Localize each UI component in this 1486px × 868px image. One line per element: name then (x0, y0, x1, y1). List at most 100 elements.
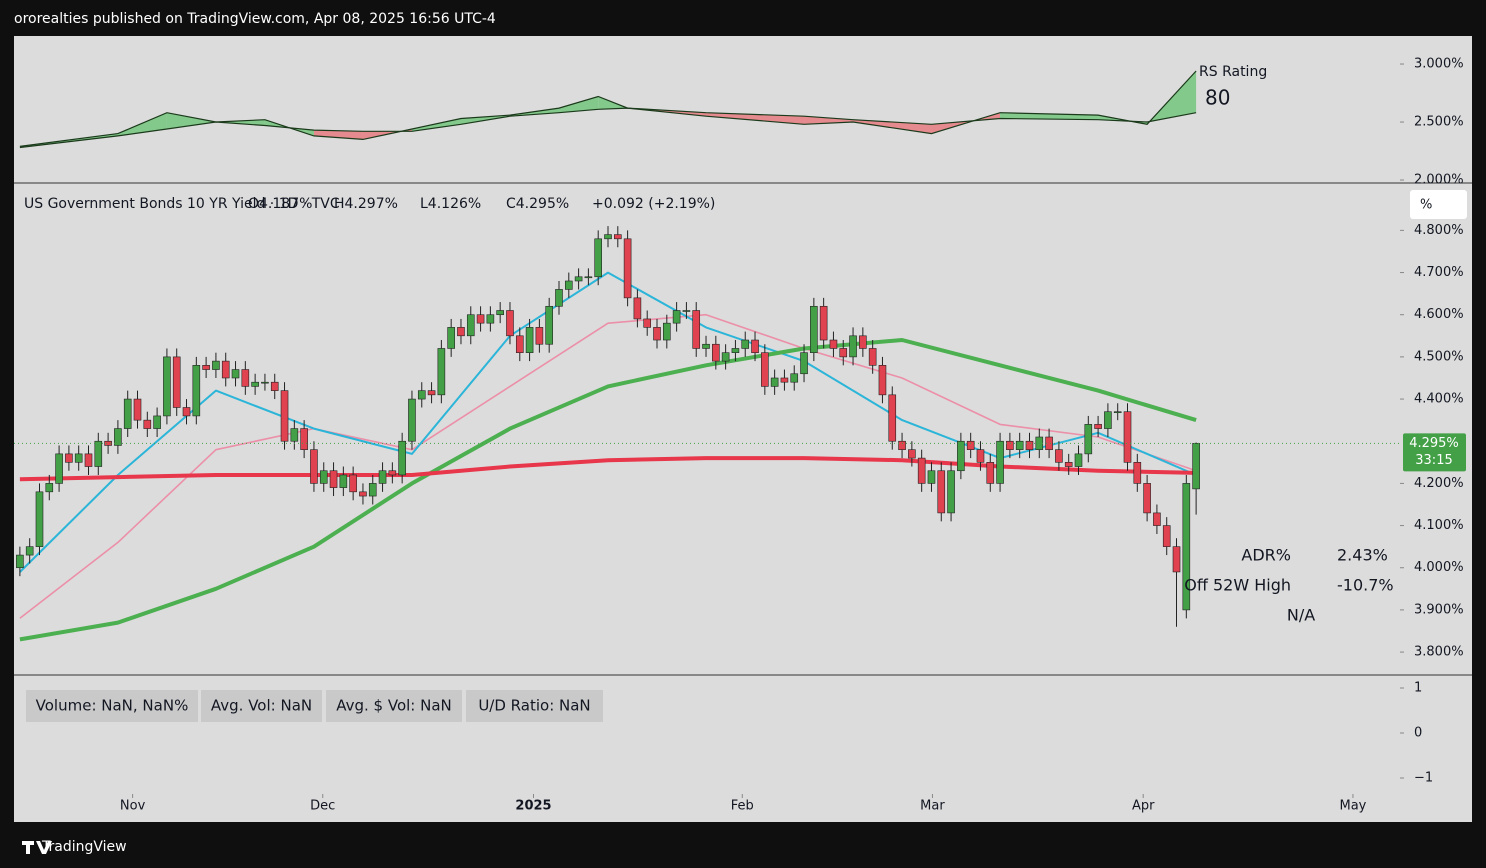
moving-average (19, 313, 1197, 619)
candle-body (398, 440, 406, 476)
candle-body (770, 377, 779, 387)
candle-body (584, 276, 593, 279)
candle-body (800, 352, 808, 375)
candle-body (123, 398, 132, 429)
candle-body (702, 343, 710, 349)
x-tick-label: Feb (731, 799, 754, 814)
ohlc-value: +0.092 (+2.19%) (592, 196, 715, 212)
y-tick-label: 4.400% (1414, 392, 1464, 407)
unit-box[interactable] (1410, 190, 1467, 219)
candle-body (908, 449, 916, 459)
y-tick-label: −1 (1414, 770, 1433, 785)
volume-info-box (326, 690, 462, 722)
candle-body (506, 310, 514, 337)
candle-body (1055, 449, 1063, 463)
rs-fill (166, 112, 216, 129)
unit-label: % (1420, 198, 1432, 213)
x-tick-label: Dec (310, 799, 335, 814)
candle-body (829, 339, 838, 349)
y-tick-label: 0 (1414, 726, 1422, 741)
candle-body (466, 314, 475, 337)
volume-info-box (466, 690, 603, 722)
candle-body (721, 352, 730, 362)
candle-body (859, 335, 867, 349)
candle-body (1094, 424, 1102, 429)
candle-body (594, 238, 602, 278)
volume-info-box (201, 690, 322, 722)
volume-pane: 1 0 −1 Volume: NaN, NaN% Avg. Vol: NaN Avg. $… (26, 681, 1433, 814)
y-tick-label: 2.500% (1414, 115, 1464, 130)
candle-body (761, 352, 769, 387)
candle-body (437, 348, 446, 396)
candle-body (986, 462, 995, 484)
ohlc-value: L4.126% (420, 196, 481, 212)
x-tick-label: 2025 (515, 799, 551, 814)
candle-body (1153, 512, 1161, 526)
candle-body (1133, 462, 1142, 484)
y-tick-label: 4.100% (1414, 518, 1464, 533)
candle-body (486, 314, 495, 324)
candle-body (663, 322, 671, 341)
candle-body (633, 297, 642, 320)
candle-body (1104, 411, 1112, 429)
candle-body (957, 440, 965, 472)
ohlc-value: H4.297% (334, 196, 398, 212)
candle-body (270, 381, 279, 391)
candle-body (1172, 546, 1181, 573)
candle-body (359, 491, 367, 497)
candle-body (672, 310, 681, 324)
logo (22, 841, 52, 854)
candle-body (525, 327, 534, 353)
candle-body (182, 407, 191, 417)
candle-body (104, 440, 112, 446)
candle-body (16, 554, 24, 569)
candle-body (849, 335, 857, 358)
candle-body (515, 335, 524, 353)
chart-title: US Government Bonds 10 YR Yield · 1D · T… (24, 196, 340, 212)
countdown: 33:15 (1415, 453, 1452, 468)
candle-body (74, 453, 83, 463)
x-tick-label: Mar (920, 799, 945, 814)
candle-body (427, 390, 436, 396)
candle-body (290, 428, 299, 442)
last-price-label: 4.295% (1409, 436, 1459, 451)
rs-fill (1000, 112, 1099, 120)
stat-value: 2.43% (1337, 546, 1388, 565)
candle-body (878, 365, 887, 396)
candle-body (1084, 424, 1093, 455)
candle-body (731, 348, 740, 353)
volume-info: Avg. Vol: NaN (211, 697, 312, 715)
candle-body (574, 276, 583, 282)
rs-fill (313, 130, 363, 140)
candle-body (447, 327, 455, 349)
stat-label: N/A (1287, 606, 1315, 625)
volume-info: U/D Ratio: NaN (478, 697, 590, 715)
volume-info: Volume: NaN, NaN% (36, 697, 189, 715)
candle-body (741, 339, 750, 349)
ohlc-value: O4.187% (248, 196, 312, 212)
candle-body (192, 365, 201, 417)
candle-body (35, 491, 44, 547)
candle-body (143, 419, 152, 429)
candle-body (1113, 411, 1122, 414)
overlay: US Government Bonds 10 YR Yield · 1D · T… (22, 64, 1467, 855)
candle-body (1123, 411, 1132, 463)
candle-body (712, 343, 720, 362)
rs-ma-line (19, 107, 1197, 149)
candle-body (261, 381, 269, 384)
candle-body (1025, 440, 1034, 450)
candle-body (25, 546, 34, 556)
moving-average (19, 338, 1197, 642)
candle-body (927, 470, 936, 484)
y-tick-label: 1 (1414, 681, 1422, 696)
candle-body (839, 348, 848, 358)
candle-body (133, 398, 142, 421)
candle-body (682, 310, 691, 312)
candle-body (555, 289, 563, 307)
candle-body (947, 470, 955, 514)
candle-body (349, 474, 357, 493)
rs-line (19, 70, 1197, 147)
y-tick-label: 4.600% (1414, 307, 1464, 322)
candle-body (692, 310, 701, 349)
